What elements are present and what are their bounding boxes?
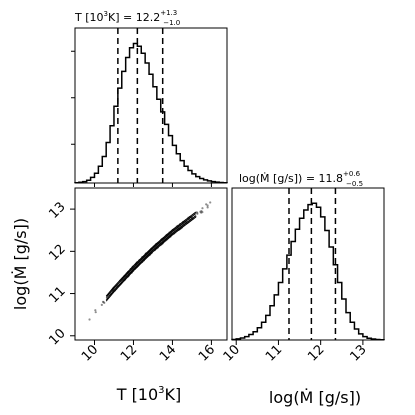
panel-scatter: 10 12 14 16 10 11 12 13 T [103K] log(Ṁ [g/s]) [11,187,228,404]
scatter-point [196,211,199,214]
panel-mdot-histogram-frame [231,187,385,341]
scatter-point [101,300,105,303]
scatter-contour-0 [105,211,197,297]
scatter-y-tick-label-2: 12 [46,242,68,264]
scatter-x-tick-label-3: 16 [196,342,218,364]
scatter-point [200,210,203,213]
t-histogram-step [74,42,228,184]
scatter-point [94,309,97,312]
scatter-point [206,206,209,209]
scatter-point [205,203,208,206]
scatter-point [100,303,103,306]
scatter-x-ticks: 10 12 14 16 [79,340,218,365]
scatter-xlabel-rest: K] [165,385,182,404]
scatter-point [209,201,212,204]
mdot-x-tick-label-3: 13 [347,342,369,364]
panel-scatter-frame [74,187,228,341]
t-title-lower: −1.0 [163,19,180,27]
mdot-x-ticks: 10 11 12 13 [221,340,370,365]
t-title-rest: K] = 12.2 [108,11,160,24]
scatter-y-tick-label-0: 10 [46,326,68,348]
scatter-y-tick-label-3: 13 [46,199,68,221]
mdot-histogram-title: log(Ṁ [g/s]) = 11.8+0.6 −0.5 [239,170,363,188]
t-title-sup: 3 [104,10,108,18]
scatter-contour-3 [105,215,197,301]
scatter-point [201,207,204,210]
scatter-point [94,311,97,314]
scatter-contour-1 [105,216,197,302]
scatter-xlabel-main: T [10 [116,385,158,404]
t-title-main: T [10 [74,11,104,24]
mdot-title-upper: +0.6 [343,170,361,178]
scatter-y-tick-label-1: 11 [46,284,68,306]
scatter-y-axis-label: log(Ṁ [g/s]) [11,218,30,310]
t-histogram-title: T [103K] = 12.2+1.3 −1.0 [74,9,180,27]
panel-mdot-histogram: 10 11 12 13 log(Ṁ [g/s]) = 11.8+0.6 −0.5 log… [221,170,385,407]
scatter-x-tick-label-1: 12 [118,342,140,364]
scatter-x-axis-label: T [103K] [116,385,182,404]
mdot-histogram-step [231,202,385,341]
mdot-x-axis-label: log(Ṁ [g/s]) [269,388,361,407]
mdot-title-lower: −0.5 [346,180,363,188]
mdot-histogram-marks [231,188,385,341]
mdot-x-tick-label-0: 10 [221,342,243,364]
scatter-point [88,318,91,321]
mdot-title-main: log(Ṁ [g/s]) = 11.8 [239,172,343,185]
scatter-x-tick-label-2: 14 [157,342,179,364]
panel-t-histogram-frame [74,27,228,184]
scatter-x-tick-label-0: 10 [79,342,101,364]
scatter-marks [88,201,212,321]
t-title-upper: +1.3 [160,9,177,17]
panel-t-histogram: T [103K] = 12.2+1.3 −1.0 [71,9,228,187]
mdot-x-tick-label-1: 11 [263,342,285,364]
scatter-y-ticks: 10 11 12 13 [46,199,75,348]
scatter-xlabel-sup: 3 [158,385,164,396]
t-histogram-marks [71,28,228,187]
scatter-contour-2 [105,213,197,298]
scatter-point [206,204,209,207]
mdot-x-tick-label-2: 12 [305,342,327,364]
